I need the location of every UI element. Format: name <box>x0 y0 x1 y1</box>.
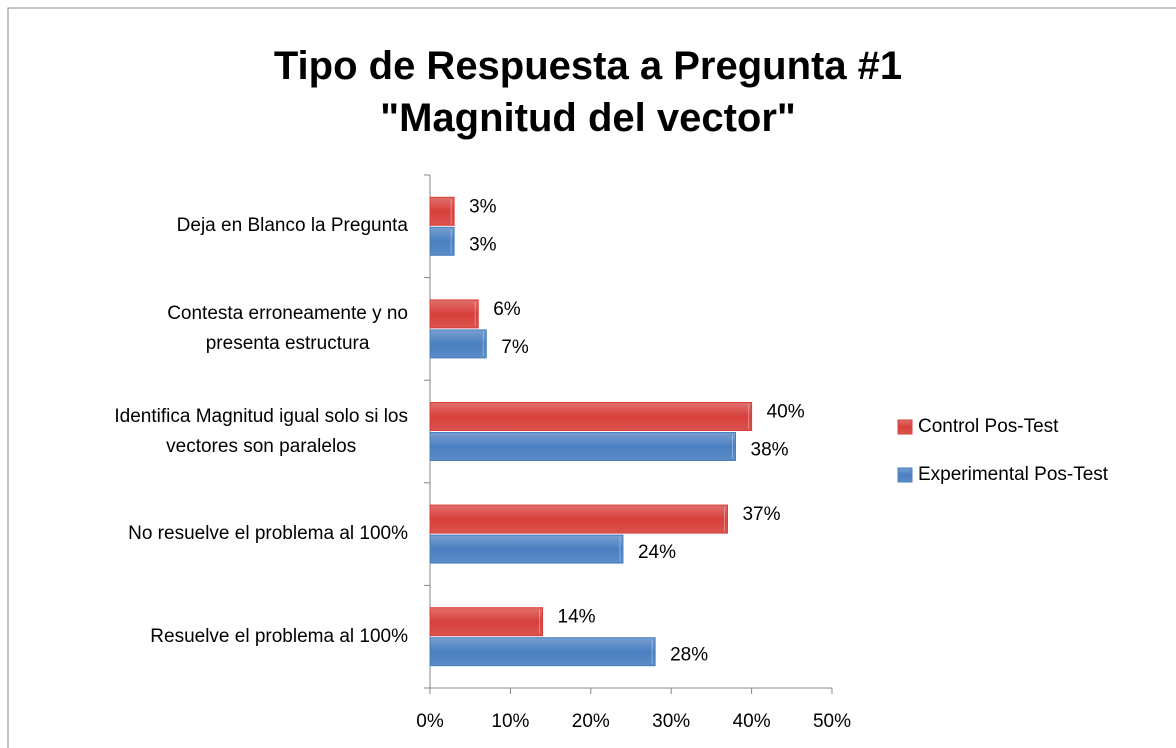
value-label: 24% <box>638 542 676 563</box>
category-label: Identifica Magnitud igual solo si los ve… <box>114 405 408 457</box>
category-label: Contesta erroneamente y no presenta estr… <box>167 302 408 354</box>
x-tick-label: 10% <box>491 711 529 732</box>
category-label: No resuelve el problema al 100% <box>128 523 408 545</box>
value-label: 6% <box>493 299 521 320</box>
legend-label: Control Pos-Test <box>918 416 1059 437</box>
bar <box>429 299 479 329</box>
bar <box>429 534 624 564</box>
value-label: 3% <box>469 234 497 255</box>
bar <box>429 504 728 534</box>
bar <box>429 432 737 461</box>
category-label: Resuelve el problema al 100% <box>150 625 408 647</box>
x-tick-label: 0% <box>416 711 444 732</box>
value-label: 38% <box>751 440 789 461</box>
bar <box>429 196 455 226</box>
legend-swatch <box>897 467 913 483</box>
chart-border <box>7 7 1176 748</box>
bar <box>429 402 753 431</box>
value-label: 7% <box>501 337 529 358</box>
value-label: 14% <box>558 607 596 628</box>
legend-swatch <box>897 419 913 435</box>
category-label: Deja en Blanco la Pregunta <box>176 215 408 237</box>
bar <box>429 637 656 667</box>
value-label: 40% <box>767 402 805 423</box>
value-label: 3% <box>469 196 497 217</box>
legend-label: Experimental Pos-Test <box>918 464 1109 485</box>
x-tick-label: 20% <box>572 711 610 732</box>
bar <box>429 329 487 359</box>
x-tick-label: 30% <box>652 711 690 732</box>
value-label: 28% <box>670 645 708 666</box>
value-label: 37% <box>742 504 780 525</box>
x-tick-label: 40% <box>733 711 771 732</box>
bar <box>429 226 455 256</box>
chart-title: Tipo de Respuesta a Pregunta #1 "Magnitu… <box>273 44 903 140</box>
x-tick-label: 50% <box>813 711 851 732</box>
bar <box>429 607 544 637</box>
